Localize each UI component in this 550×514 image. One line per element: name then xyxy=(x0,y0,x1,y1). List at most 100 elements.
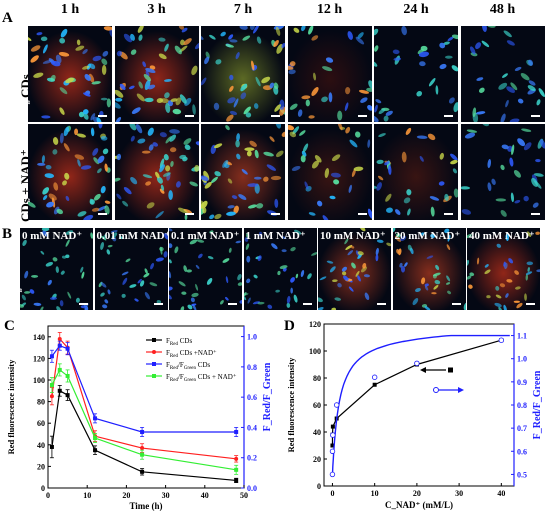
micrograph-tile xyxy=(374,124,458,220)
scale-bar xyxy=(444,115,453,117)
x-tick-label: 20 xyxy=(413,489,421,498)
panel-b-col-title: 0.1 mM NAD⁺ xyxy=(171,230,240,242)
merge-label: Merge xyxy=(20,284,22,307)
panel-c-label: C xyxy=(4,318,15,334)
data-point xyxy=(498,337,505,343)
micrograph-tile xyxy=(287,124,372,220)
y-tick-label: 40 xyxy=(37,441,45,450)
scale-bar xyxy=(184,115,194,117)
y2-tick-label: 1.0 xyxy=(247,333,257,342)
merge-label: Merge xyxy=(28,96,30,119)
y-tick-label: 140 xyxy=(33,333,45,342)
scale-bar xyxy=(530,213,540,215)
y-tick-label: 100 xyxy=(33,376,45,385)
micrograph-tile xyxy=(287,26,372,122)
y-axis-title: Red fluorescence intensity xyxy=(286,357,296,452)
y2-tick-label: 0.8 xyxy=(247,363,257,372)
data-point xyxy=(234,467,239,472)
y-tick-label: 60 xyxy=(313,401,321,410)
scale-bar xyxy=(184,213,194,215)
legend-marker xyxy=(152,362,156,366)
data-point xyxy=(140,446,145,451)
micrograph-tile: 10 mM NAD⁺ xyxy=(318,228,391,310)
legend-entry: FRed CDs +NAD⁺ xyxy=(166,349,217,359)
micrograph-tile xyxy=(460,26,545,122)
series-line xyxy=(331,339,502,446)
micrograph-tile: 0.01 mM NAD⁺ xyxy=(94,228,168,310)
data-point xyxy=(57,343,62,348)
x-tick-label: 40 xyxy=(201,491,209,500)
y-tick-label: 120 xyxy=(309,320,321,329)
y2-tick-label: 0.6 xyxy=(247,393,257,402)
scale-bar xyxy=(153,303,163,305)
data-point xyxy=(57,388,62,393)
series-line xyxy=(51,389,237,482)
data-point xyxy=(234,478,239,483)
x-tick-label: 0 xyxy=(46,491,50,500)
x-tick-label: 30 xyxy=(162,491,170,500)
x-tick-label: 40 xyxy=(497,489,505,498)
scale-bar xyxy=(228,303,237,305)
micrograph-tile: 1 mM NAD⁺ xyxy=(243,228,317,310)
x-tick-label: 20 xyxy=(122,491,130,500)
data-point xyxy=(65,393,70,398)
panel-a-label: A xyxy=(2,10,13,26)
scale-bar xyxy=(444,213,453,215)
micrograph-tile: Merge xyxy=(28,124,112,220)
y-tick-label: 80 xyxy=(313,374,321,383)
data-point xyxy=(371,374,378,380)
merge-label: Merge xyxy=(28,194,30,217)
panel-b-col-title: 1 mM NAD⁺ xyxy=(245,230,306,242)
y-tick-label: 20 xyxy=(37,462,45,471)
panel-b-col-title: 20 mM NAD⁺ xyxy=(394,230,461,242)
micrograph-tile xyxy=(460,124,545,220)
y2-axis-title: F_Red/F_Green xyxy=(262,362,273,431)
y-tick-label: 120 xyxy=(33,354,45,363)
x-tick-label: 30 xyxy=(455,489,463,498)
panel-c-line-chart: C 0 10 20 30 40 50 0 20 40 60 80 100 120 140 0.0 0.2 0.4 0… xyxy=(4,318,273,511)
data-point xyxy=(93,436,98,441)
y2-tick-label: 1.0 xyxy=(517,355,527,364)
panel-b-label: B xyxy=(2,226,13,242)
panel-a-col-title: 1 h xyxy=(60,2,80,17)
legend-entry: FRed/FGreen CDs + NAD⁺ xyxy=(166,373,237,383)
data-point xyxy=(234,456,239,461)
panel-a-col-title: 7 h xyxy=(233,2,253,17)
scale-bar xyxy=(526,303,535,305)
micrograph-tile: 20 mM NAD⁺ xyxy=(392,228,466,310)
data-point xyxy=(49,444,54,449)
data-point xyxy=(57,336,62,341)
data-point xyxy=(65,346,70,351)
y-tick-label: 100 xyxy=(309,347,321,356)
y-tick-label: 40 xyxy=(313,428,321,437)
y-tick-label: 80 xyxy=(37,398,45,407)
data-point xyxy=(49,383,54,388)
panel-b-col-title: 10 mM NAD⁺ xyxy=(320,230,386,242)
micrograph-tile: 40 mM NAD⁺ xyxy=(467,228,540,310)
micrograph-tile xyxy=(201,124,285,220)
scale-bar xyxy=(98,213,107,215)
x-tick-label: 10 xyxy=(371,489,379,498)
data-point xyxy=(140,452,145,457)
arrow-marker xyxy=(448,367,453,373)
micrograph-tile: 0 mM NAD⁺ Merge xyxy=(20,228,93,310)
y-tick-label: 0 xyxy=(41,484,45,493)
panel-b-col-title: 40 mM NAD⁺ xyxy=(469,230,535,242)
micrograph-tile xyxy=(114,26,199,122)
scale-bar xyxy=(530,115,540,117)
legend-marker xyxy=(152,350,156,354)
y2-tick-label: 0.8 xyxy=(517,401,527,410)
scale-bar xyxy=(271,115,280,117)
data-point xyxy=(93,416,98,421)
y2-tick-label: 0.0 xyxy=(247,484,257,493)
panel-b-col-title: 0.01 mM NAD⁺ xyxy=(96,230,168,242)
y-axis-title: Red fluorescence intensity xyxy=(6,359,16,454)
micrograph-tile: 0.1 mM NAD⁺ xyxy=(169,228,242,310)
data-point xyxy=(57,367,62,372)
legend-marker xyxy=(152,338,156,342)
y2-axis-title: F_Red/F_Green xyxy=(532,370,543,439)
scale-bar xyxy=(357,213,367,215)
data-point xyxy=(330,424,335,429)
y-tick-label: 60 xyxy=(37,419,45,428)
scale-bar xyxy=(79,303,88,305)
